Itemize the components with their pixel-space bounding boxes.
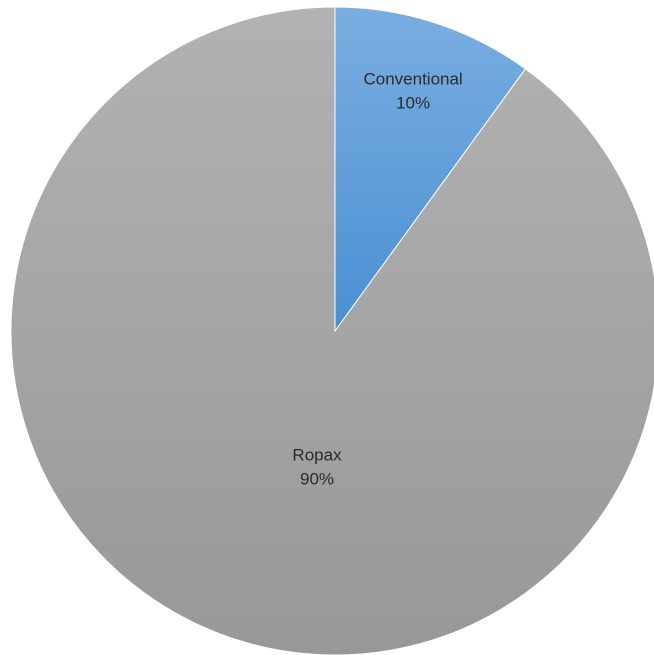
pie-label-category: Ropax xyxy=(292,446,342,465)
pie-label-percent: 90% xyxy=(300,470,334,489)
pie-slices xyxy=(10,6,654,655)
pie-data-labels: Conventional 10% Ropax 90% xyxy=(292,70,462,489)
pie-slice-conventional xyxy=(334,6,527,333)
pie-slice-ropax xyxy=(10,6,654,655)
pie-data-label-ropax: Ropax 90% xyxy=(292,446,342,489)
pie-label-percent: 10% xyxy=(396,94,430,113)
pie-label-category: Conventional xyxy=(363,70,462,89)
pie-data-label-conventional: Conventional 10% xyxy=(363,70,462,113)
